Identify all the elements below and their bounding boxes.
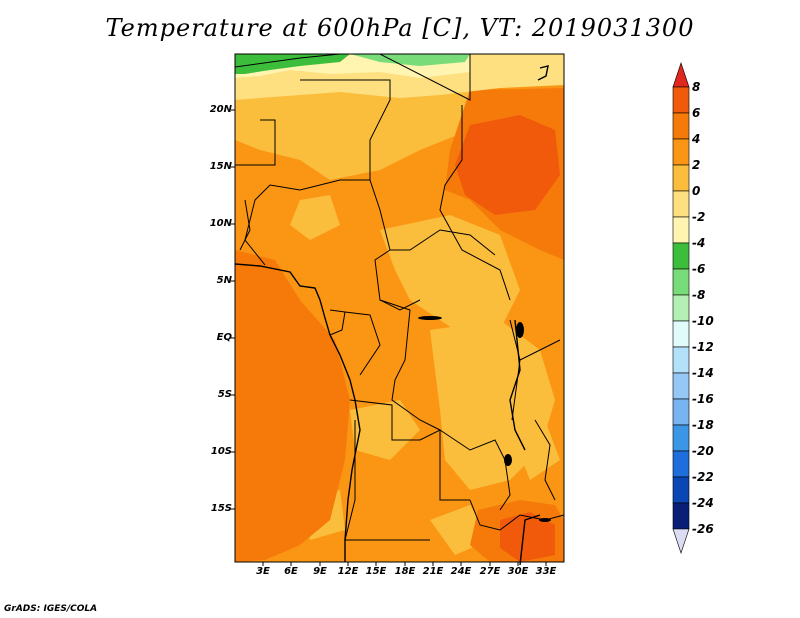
colorbar-label: -24 — [692, 496, 714, 510]
colorbar-label: 8 — [692, 80, 701, 94]
colorbar-top-arrow — [672, 62, 690, 88]
lon-label: 12E — [337, 566, 359, 577]
colorbar-label: 4 — [692, 132, 701, 146]
credit-text: GrADS: IGES/COLA — [4, 604, 98, 614]
lon-label: 24E — [450, 566, 472, 577]
lon-label: 21E — [422, 566, 444, 577]
colorbar-cell — [672, 164, 690, 192]
colorbar-label: 0 — [692, 184, 701, 198]
colorbar-label: -10 — [692, 314, 714, 328]
colorbar-cell — [672, 216, 690, 244]
lat-label: 15N — [209, 161, 232, 172]
colorbar-cell — [672, 450, 690, 478]
colorbar-cell — [672, 502, 690, 530]
colorbar-label: -16 — [692, 392, 714, 406]
lat-label: 15S — [210, 503, 232, 514]
colorbar-cell — [672, 190, 690, 218]
lon-label: 30E — [507, 566, 529, 577]
lon-label: 3E — [256, 566, 270, 577]
colorbar-label: -22 — [692, 470, 714, 484]
colorbar-cell — [672, 372, 690, 400]
very-warm-regions — [455, 115, 560, 562]
colorbar-cell — [672, 112, 690, 140]
map-frame — [234, 53, 565, 563]
lat-label: 10N — [209, 218, 232, 229]
colorbar-label: -14 — [692, 366, 714, 380]
lat-label: 5S — [217, 389, 232, 400]
lon-label: 9E — [313, 566, 327, 577]
lon-label: 33E — [535, 566, 557, 577]
lat-label: 10S — [210, 446, 232, 457]
colorbar-label: -18 — [692, 418, 714, 432]
colorbar-label: 6 — [692, 106, 701, 120]
colorbar-label: -12 — [692, 340, 714, 354]
coastlines — [234, 65, 549, 566]
axis-ticks — [231, 109, 547, 566]
colorbar-cell — [672, 320, 690, 348]
map-title: Temperature at 600hPa [C], VT: 201903130… — [105, 14, 695, 42]
lon-label: 15E — [365, 566, 387, 577]
colorbar-cell — [672, 346, 690, 374]
lon-label: 6E — [284, 566, 298, 577]
lon-label: 18E — [394, 566, 416, 577]
colorbar-cell — [672, 476, 690, 504]
colorbar-cell — [672, 398, 690, 426]
colorbar-bottom-arrow — [672, 528, 690, 554]
colorbar-cell — [672, 268, 690, 296]
colorbar-cell — [672, 294, 690, 322]
lat-label: 20N — [209, 104, 232, 115]
lat-label: 5N — [216, 275, 232, 286]
lon-label: 27E — [479, 566, 501, 577]
colorbar-cell — [672, 86, 690, 114]
colorbar-label: -4 — [692, 236, 706, 250]
colorbar-label: 2 — [692, 158, 701, 172]
lat-label: EQ — [216, 332, 232, 343]
colorbar-label: -2 — [692, 210, 706, 224]
colorbar-label: -6 — [692, 262, 706, 276]
colorbar-label: -20 — [692, 444, 714, 458]
colorbar-label: -8 — [692, 288, 706, 302]
colorbar-cell — [672, 424, 690, 452]
colorbar-cell — [672, 242, 690, 270]
colorbar-label: -26 — [692, 522, 714, 536]
lakes — [418, 316, 551, 522]
colorbar-cell — [672, 138, 690, 166]
colorbar — [672, 62, 690, 554]
cold-band — [235, 54, 564, 100]
